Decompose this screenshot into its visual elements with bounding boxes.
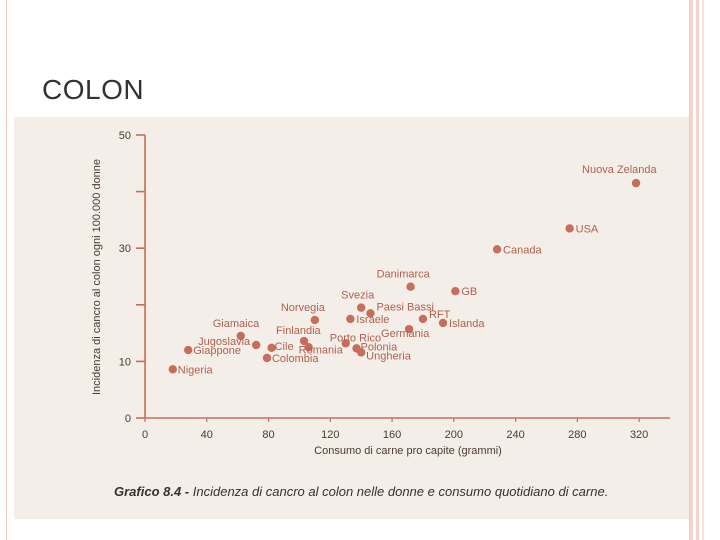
data-points: Nuova ZelandaUSACanadaDanimarcaGBSveziaP… xyxy=(168,164,658,376)
data-point xyxy=(267,343,276,353)
figure-caption: Grafico 8.4 - Incidenza di cancro al col… xyxy=(114,484,608,499)
data-point-label: Islanda xyxy=(449,318,485,330)
scatter-chart: 0 10 30 50 0 40 80 120 160 200 240 280 320 Nuova Ze… xyxy=(91,130,670,457)
data-point-label: Giamaica xyxy=(213,318,260,330)
slide-frame xyxy=(6,0,690,540)
data-point xyxy=(184,345,193,355)
x-tick-label: 280 xyxy=(568,429,586,441)
data-point xyxy=(631,178,641,188)
data-point xyxy=(366,309,375,318)
chart-figure: 0 10 30 50 0 40 80 120 160 200 240 280 320 Nuova Ze… xyxy=(14,117,689,519)
data-point-label: GB xyxy=(461,286,477,298)
x-tick-label: 320 xyxy=(630,429,648,441)
x-tick-label: 240 xyxy=(506,429,524,441)
data-point xyxy=(356,303,366,312)
data-point xyxy=(438,318,448,328)
data-point xyxy=(299,336,309,346)
data-point-label: Germania xyxy=(381,328,430,340)
y-tick-label: 30 xyxy=(119,243,131,255)
data-point-label: Colombia xyxy=(272,353,319,365)
data-point-label: Canada xyxy=(503,244,542,256)
data-point xyxy=(404,324,414,334)
data-point-label: Norvegia xyxy=(281,302,326,314)
y-axis-label: Incidenza di cancro al colon ogni 100.00… xyxy=(91,159,103,395)
data-point-label: USA xyxy=(576,223,599,235)
x-tick-label: 200 xyxy=(445,429,463,441)
data-point-label: Polonia xyxy=(361,341,399,353)
data-point xyxy=(356,348,366,357)
data-point-label: Nuova Zelanda xyxy=(582,164,657,176)
data-point xyxy=(304,343,313,352)
caption-number: Grafico 8.4 - xyxy=(114,484,193,499)
data-point-label: Romania xyxy=(299,344,344,356)
data-point xyxy=(492,245,502,254)
x-tick-label: 80 xyxy=(262,429,274,441)
data-point xyxy=(236,331,245,341)
x-axis-label: Consumo di carne pro capite (grammi) xyxy=(314,445,502,457)
y-tick-label: 0 xyxy=(125,413,131,425)
data-point-label: Jugoslavia xyxy=(198,336,251,348)
chart-axes xyxy=(144,135,670,419)
data-point-label: Giappone xyxy=(193,345,241,357)
y-tick-label: 10 xyxy=(119,356,131,368)
slide-decoration xyxy=(690,0,720,540)
data-point-label: Israele xyxy=(356,314,389,326)
data-point xyxy=(565,224,574,233)
data-point-label: Nigeria xyxy=(178,364,214,376)
data-point xyxy=(341,339,350,348)
y-ticks: 0 10 30 50 xyxy=(119,130,145,425)
data-point xyxy=(346,314,355,324)
data-point-label: Finlandia xyxy=(276,325,322,337)
data-point-label: Cile xyxy=(275,341,294,353)
x-tick-label: 40 xyxy=(201,429,213,441)
data-point-label: Danimarca xyxy=(377,269,431,281)
data-point-label: Porto Rico xyxy=(330,332,381,344)
data-point xyxy=(251,340,261,350)
x-ticks: 0 40 80 120 160 200 240 280 320 xyxy=(142,418,648,441)
data-point-label: RFT xyxy=(429,309,451,321)
data-point xyxy=(406,282,415,291)
data-point xyxy=(168,365,177,374)
slide-title: COLON xyxy=(42,74,145,105)
y-tick-label: 50 xyxy=(119,130,131,142)
data-point xyxy=(418,314,428,324)
data-point xyxy=(310,315,320,325)
data-point-label: Paesi Bassi xyxy=(376,301,433,313)
x-tick-label: 120 xyxy=(321,429,339,441)
x-tick-label: 160 xyxy=(383,429,401,441)
data-point-label: Ungheria xyxy=(366,350,412,362)
data-point xyxy=(451,287,460,296)
data-point-label: Svezia xyxy=(341,290,375,302)
data-point xyxy=(262,353,272,363)
caption-text: Incidenza di cancro al colon nelle donne… xyxy=(192,484,609,499)
x-tick-label: 0 xyxy=(142,429,148,441)
